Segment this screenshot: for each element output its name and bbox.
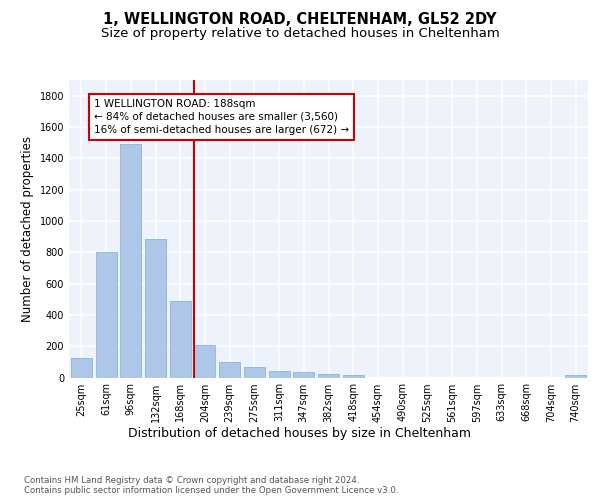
Text: 1, WELLINGTON ROAD, CHELTENHAM, GL52 2DY: 1, WELLINGTON ROAD, CHELTENHAM, GL52 2DY (103, 12, 497, 28)
Text: Distribution of detached houses by size in Cheltenham: Distribution of detached houses by size … (128, 428, 472, 440)
Bar (170, 301, 191, 378)
Text: Contains HM Land Registry data © Crown copyright and database right 2024.
Contai: Contains HM Land Registry data © Crown c… (24, 476, 398, 495)
Bar (269, 371, 290, 378)
Bar (293, 372, 314, 378)
Text: Size of property relative to detached houses in Cheltenham: Size of property relative to detached ho… (101, 28, 499, 40)
Bar (318, 374, 339, 378)
Bar (71, 358, 92, 378)
Bar (194, 346, 215, 378)
Y-axis label: Number of detached properties: Number of detached properties (21, 136, 34, 322)
Text: 1 WELLINGTON ROAD: 188sqm
← 84% of detached houses are smaller (3,560)
16% of se: 1 WELLINGTON ROAD: 188sqm ← 84% of detac… (94, 99, 349, 135)
Bar (219, 362, 240, 378)
Bar (95, 252, 116, 378)
Bar (244, 368, 265, 378)
Bar (145, 239, 166, 378)
Bar (343, 375, 364, 378)
Bar (565, 375, 586, 378)
Bar (120, 144, 141, 378)
